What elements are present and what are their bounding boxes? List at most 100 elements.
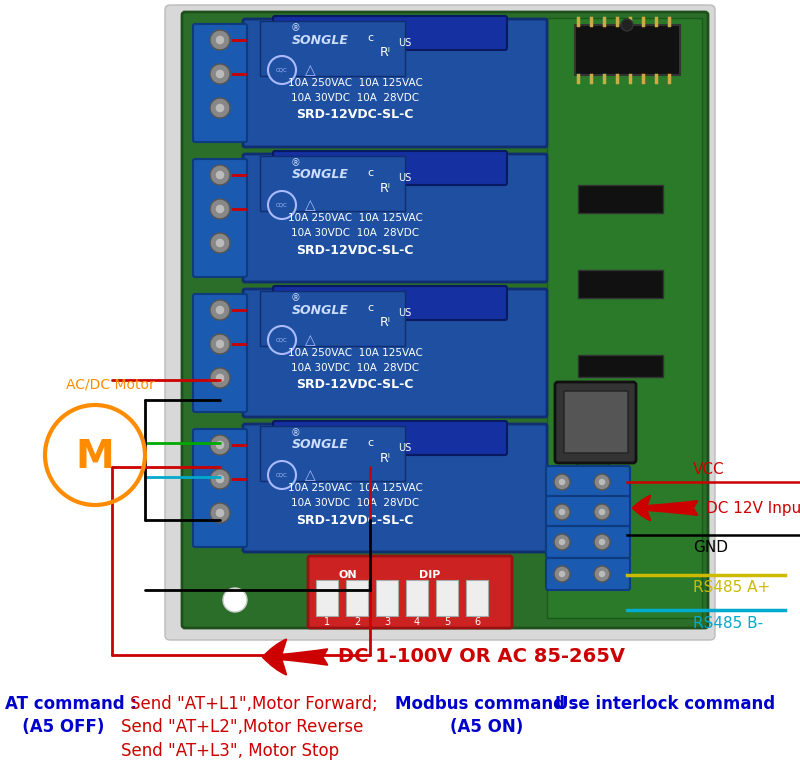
Text: SRD-12VDC-SL-C: SRD-12VDC-SL-C [296,243,414,256]
Circle shape [215,238,225,248]
FancyBboxPatch shape [555,382,636,463]
Text: M: M [76,438,114,476]
Circle shape [210,165,230,185]
Text: 3: 3 [384,617,390,627]
Text: △: △ [305,198,315,212]
FancyBboxPatch shape [273,151,507,185]
Text: (A5 OFF): (A5 OFF) [5,718,104,736]
Text: CQC: CQC [276,472,288,478]
Circle shape [594,566,610,582]
Text: 2: 2 [354,617,360,627]
FancyBboxPatch shape [578,185,663,213]
Text: 10A 250VAC  10A 125VAC: 10A 250VAC 10A 125VAC [287,483,422,493]
Text: 10A 30VDC  10A  28VDC: 10A 30VDC 10A 28VDC [291,228,419,238]
Text: SRD-12VDC-SL-C: SRD-12VDC-SL-C [296,514,414,527]
Text: SRD-12VDC-SL-C: SRD-12VDC-SL-C [296,109,414,121]
FancyBboxPatch shape [578,355,663,377]
Text: Rᴵ: Rᴵ [379,451,390,465]
Text: 10A 30VDC  10A  28VDC: 10A 30VDC 10A 28VDC [291,363,419,373]
FancyBboxPatch shape [243,424,547,552]
FancyBboxPatch shape [243,154,547,282]
Circle shape [210,503,230,523]
Text: AC/DC Motor: AC/DC Motor [66,378,154,392]
Circle shape [215,103,225,113]
Text: Modbus command :: Modbus command : [395,695,583,713]
Circle shape [268,326,296,354]
Text: DIP: DIP [419,570,441,580]
FancyBboxPatch shape [376,580,398,616]
Text: 5: 5 [444,617,450,627]
Circle shape [268,56,296,84]
FancyBboxPatch shape [273,286,507,320]
Circle shape [215,440,225,450]
Circle shape [210,334,230,354]
Text: 10A 250VAC  10A 125VAC: 10A 250VAC 10A 125VAC [287,78,422,88]
Text: 6: 6 [474,617,480,627]
FancyBboxPatch shape [546,466,630,498]
FancyBboxPatch shape [243,19,547,147]
Circle shape [215,373,225,383]
Text: ®: ® [290,158,300,168]
FancyBboxPatch shape [577,429,609,449]
Text: Send "AT+L1",Motor Forward;: Send "AT+L1",Motor Forward; [130,695,378,713]
Text: Send "AT+L2",Motor Reverse: Send "AT+L2",Motor Reverse [100,718,363,736]
Circle shape [215,69,225,79]
Text: ®: ® [290,428,300,438]
FancyBboxPatch shape [260,21,405,76]
FancyBboxPatch shape [260,291,405,346]
Text: AT command :: AT command : [5,695,142,713]
Text: CQC: CQC [276,68,288,72]
FancyBboxPatch shape [193,294,247,412]
Circle shape [215,508,225,518]
Text: ON: ON [338,570,358,580]
FancyBboxPatch shape [546,526,630,558]
Text: c: c [367,303,373,313]
Text: VCC: VCC [693,462,725,478]
Text: (A5 ON): (A5 ON) [450,718,523,736]
Text: RS485 A+: RS485 A+ [693,580,770,594]
Text: CQC: CQC [276,337,288,343]
Circle shape [215,35,225,45]
Circle shape [598,570,606,578]
Text: 4: 4 [414,617,420,627]
Circle shape [215,204,225,214]
Circle shape [215,474,225,484]
Text: Rᴵ: Rᴵ [379,182,390,194]
Circle shape [210,233,230,253]
Text: US: US [398,173,412,183]
FancyBboxPatch shape [243,289,547,417]
Circle shape [594,474,610,490]
Circle shape [558,478,566,486]
FancyBboxPatch shape [546,496,630,528]
Circle shape [554,474,570,490]
Circle shape [210,64,230,84]
FancyBboxPatch shape [260,156,405,211]
Text: SONGLE: SONGLE [291,169,349,182]
Circle shape [210,435,230,455]
Text: △: △ [305,63,315,77]
Circle shape [594,534,610,550]
Circle shape [210,30,230,50]
FancyBboxPatch shape [260,426,405,481]
FancyBboxPatch shape [466,580,488,616]
Text: Use interlock command: Use interlock command [555,695,775,713]
Circle shape [594,504,610,520]
Circle shape [210,300,230,320]
Text: 10A 250VAC  10A 125VAC: 10A 250VAC 10A 125VAC [287,213,422,223]
Circle shape [215,305,225,315]
Circle shape [554,534,570,550]
Text: Send "AT+L3", Motor Stop: Send "AT+L3", Motor Stop [100,742,339,760]
Circle shape [598,508,606,516]
Text: CQC: CQC [276,203,288,207]
Text: c: c [367,438,373,448]
FancyBboxPatch shape [316,580,338,616]
Text: c: c [367,33,373,43]
Circle shape [598,538,606,546]
FancyBboxPatch shape [273,16,507,50]
Text: Rᴵ: Rᴵ [379,316,390,329]
Circle shape [558,538,566,546]
Circle shape [598,478,606,486]
Circle shape [215,339,225,349]
Text: DC 12V Input: DC 12V Input [706,500,800,515]
Circle shape [554,504,570,520]
